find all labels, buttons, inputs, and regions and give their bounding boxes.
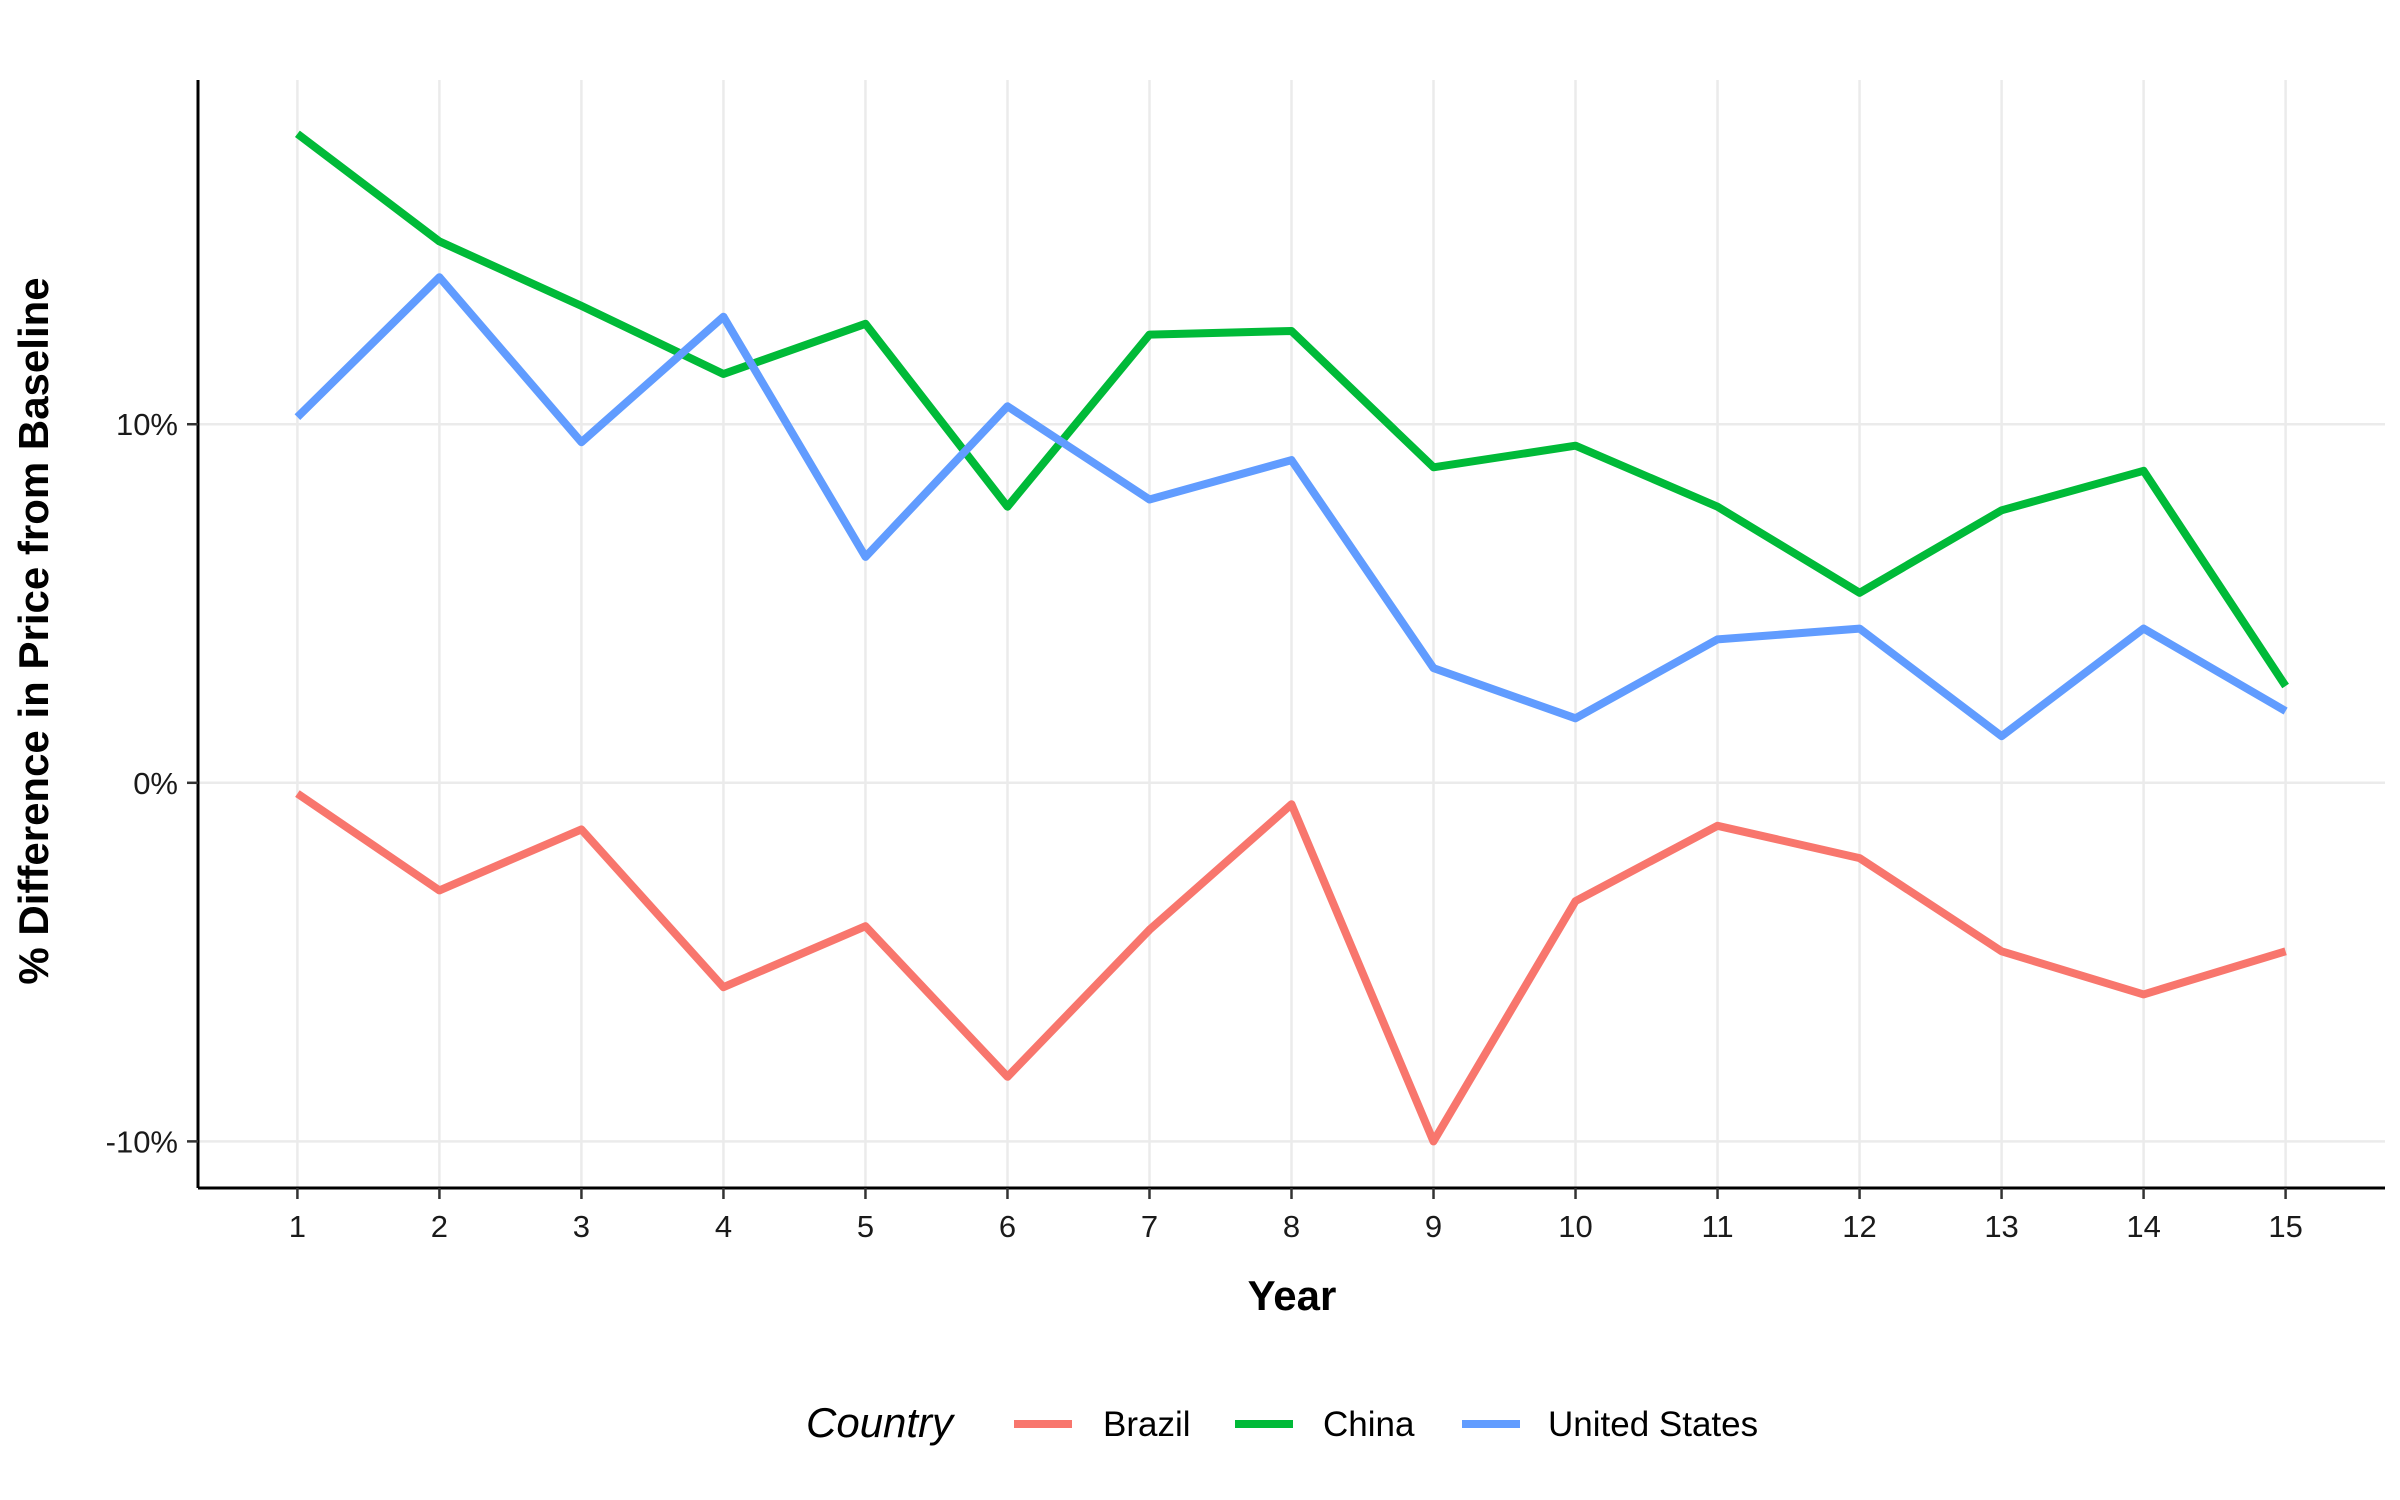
x-tick-label: 15 [2268,1209,2302,1244]
x-tick-label: 6 [999,1209,1016,1244]
x-tick-label: 12 [1842,1209,1876,1244]
y-axis-title: % Difference in Price from Baseline [10,277,57,984]
y-tick-label: 0% [133,766,178,801]
y-tick-label: 10% [116,407,178,442]
x-tick-label: 10 [1558,1209,1592,1244]
legend-label-united-states: United States [1548,1405,1758,1444]
x-tick-label: 7 [1141,1209,1158,1244]
legend-title: Country [806,1399,956,1446]
series-line-united-states [294,273,2288,741]
legend-label-china: China [1323,1405,1415,1444]
series-lines [294,130,2289,1146]
x-tick-label: 13 [1984,1209,2018,1244]
x-tick-label: 9 [1425,1209,1442,1244]
x-axis-title: Year [1248,1272,1337,1319]
tick-labels: 1 2 3 4 5 6 7 8 9 10 11 12 13 14 15-10%0%10% [106,407,2303,1244]
x-tick-label: 3 [573,1209,590,1244]
series-line-brazil [295,790,2287,1146]
y-tick-label: -10% [106,1124,178,1159]
x-tick-label: 2 [431,1209,448,1244]
x-tick-label: 4 [715,1209,732,1244]
x-tick-label: 5 [857,1209,874,1244]
x-tick-label: 8 [1283,1209,1300,1244]
axes [187,80,2385,1199]
x-tick-label: 11 [1701,1209,1733,1244]
legend: Country Brazil China United States [806,1399,1758,1446]
grid [198,80,2385,1188]
series-line-china [294,130,2289,689]
legend-label-brazil: Brazil [1103,1405,1191,1444]
x-tick-label: 14 [2126,1209,2160,1244]
x-tick-label: 1 [289,1209,306,1244]
